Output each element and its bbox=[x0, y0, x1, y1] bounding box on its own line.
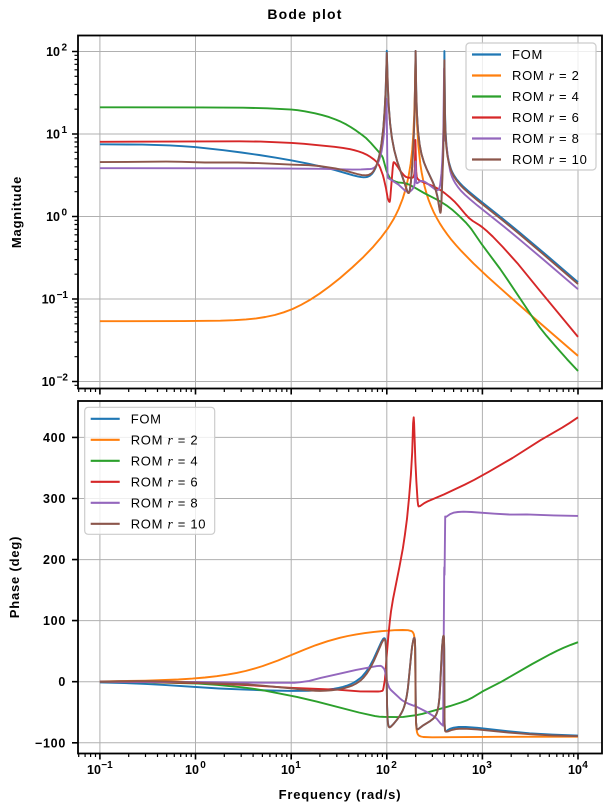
svg-text:ROM r = 2: ROM r = 2 bbox=[512, 68, 580, 83]
svg-text:10: 10 bbox=[46, 210, 60, 224]
svg-text:10: 10 bbox=[42, 375, 56, 389]
svg-text:ROM r = 4: ROM r = 4 bbox=[131, 453, 199, 468]
svg-text:10: 10 bbox=[472, 763, 486, 777]
svg-text:Phase (deg): Phase (deg) bbox=[7, 536, 22, 618]
svg-text:−2: −2 bbox=[57, 373, 69, 384]
svg-text:1: 1 bbox=[295, 760, 301, 771]
svg-text:ROM r = 8: ROM r = 8 bbox=[512, 131, 580, 146]
svg-text:ROM r = 8: ROM r = 8 bbox=[131, 495, 199, 510]
svg-text:ROM r = 6: ROM r = 6 bbox=[131, 474, 199, 489]
svg-text:10: 10 bbox=[376, 763, 390, 777]
svg-text:400: 400 bbox=[43, 431, 66, 445]
svg-text:200: 200 bbox=[43, 553, 66, 567]
svg-text:0: 0 bbox=[61, 208, 67, 219]
svg-text:10: 10 bbox=[46, 45, 60, 59]
svg-text:Bode plot: Bode plot bbox=[267, 6, 342, 22]
svg-text:4: 4 bbox=[582, 760, 588, 771]
svg-text:10: 10 bbox=[568, 763, 582, 777]
svg-text:FOM: FOM bbox=[512, 47, 543, 62]
svg-text:FOM: FOM bbox=[131, 411, 162, 426]
svg-text:0: 0 bbox=[200, 760, 206, 771]
svg-text:10: 10 bbox=[42, 293, 56, 307]
svg-text:ROM r = 6: ROM r = 6 bbox=[512, 110, 580, 125]
svg-text:0: 0 bbox=[58, 675, 66, 689]
svg-text:100: 100 bbox=[43, 614, 66, 628]
svg-text:10: 10 bbox=[185, 763, 199, 777]
svg-text:ROM r = 10: ROM r = 10 bbox=[131, 516, 207, 531]
svg-text:2: 2 bbox=[391, 760, 397, 771]
svg-text:−1: −1 bbox=[101, 760, 113, 771]
svg-text:10: 10 bbox=[281, 763, 295, 777]
svg-text:Magnitude: Magnitude bbox=[9, 176, 24, 248]
svg-text:Frequency (rad/s): Frequency (rad/s) bbox=[279, 787, 402, 802]
svg-text:10: 10 bbox=[87, 763, 101, 777]
svg-text:ROM r = 2: ROM r = 2 bbox=[131, 432, 199, 447]
svg-text:−100: −100 bbox=[35, 736, 66, 750]
svg-text:ROM r = 4: ROM r = 4 bbox=[512, 89, 580, 104]
svg-text:1: 1 bbox=[61, 125, 67, 136]
svg-text:2: 2 bbox=[61, 43, 67, 54]
svg-text:3: 3 bbox=[486, 760, 492, 771]
svg-text:10: 10 bbox=[46, 128, 60, 142]
svg-text:ROM r = 10: ROM r = 10 bbox=[512, 152, 588, 167]
svg-text:−1: −1 bbox=[57, 290, 69, 301]
svg-text:300: 300 bbox=[43, 492, 66, 506]
